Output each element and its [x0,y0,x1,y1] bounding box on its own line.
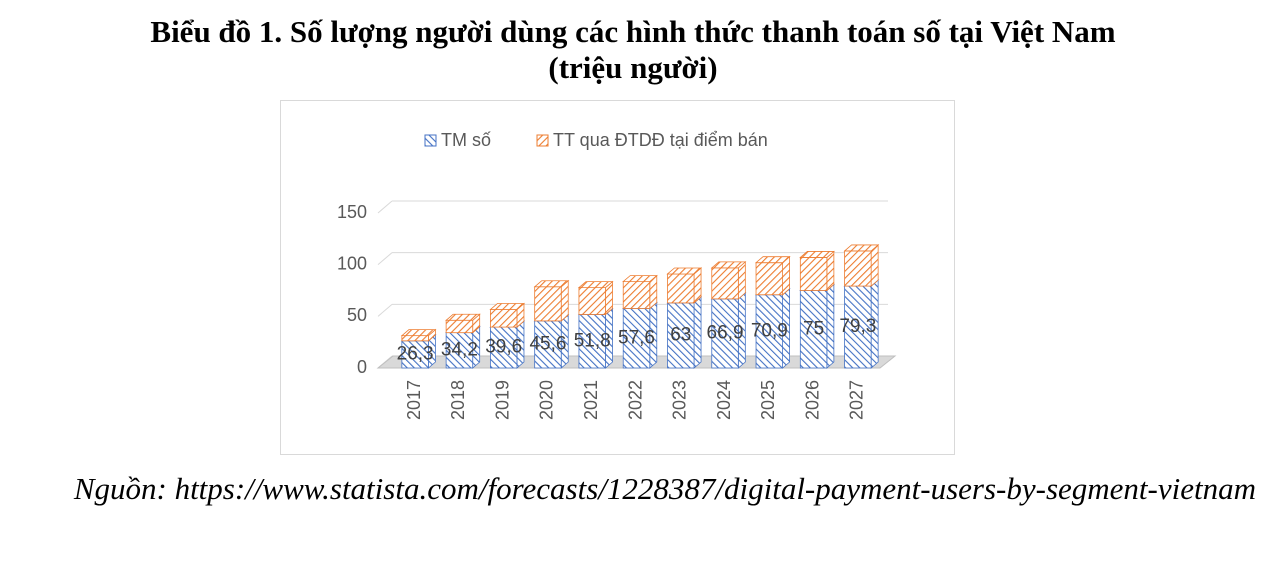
bar-top [843,244,880,252]
bar [445,319,474,334]
value-label: 57,6 [618,327,655,348]
bar [711,267,739,300]
bar-top [710,261,747,269]
bar-top [799,251,835,258]
bar [578,287,606,315]
legend-swatch [536,134,549,147]
value-label: 63 [670,324,691,345]
value-label: 66,9 [707,322,744,343]
x-tick-label: 2024 [714,380,734,420]
bar-side [826,283,835,369]
bar-top [666,267,703,275]
bar-side [560,279,569,322]
grid-line [377,252,393,266]
value-label: 39,6 [485,337,522,358]
value-label: 75 [803,318,824,339]
bar-top [577,281,614,289]
value-label: 26,3 [397,343,434,364]
bar [844,250,872,287]
bar [755,294,784,369]
grid-line [377,303,393,317]
legend-label: TT qua ĐTDĐ tại điểm bán [553,130,768,150]
bar [534,320,562,369]
x-tick-label: 2020 [537,380,557,420]
bar [711,298,739,369]
y-tick-label: 100 [337,253,367,273]
bar [622,281,651,309]
bar [799,257,828,291]
bar-top [489,303,526,310]
x-tick-label: 2018 [448,380,468,420]
x-tick-label: 2019 [492,380,512,420]
bar [667,273,695,304]
x-tick-label: 2023 [670,380,690,420]
grid-line [377,200,393,214]
value-label: 70,9 [751,320,788,341]
bar-top [400,329,437,337]
bar [534,286,562,322]
bar [622,308,651,369]
value-label: 79,3 [839,316,876,337]
value-label: 51,8 [574,330,611,351]
source-note: Nguồn: https://www.statista.com/forecast… [73,471,1256,506]
x-tick-label: 2026 [802,380,822,420]
y-tick-label: 0 [357,357,367,377]
legend: TM số TT qua ĐTDĐ tại điểm bán [424,130,768,150]
bar [401,335,429,342]
y-tick-label: 50 [347,305,367,325]
bar [489,309,518,328]
bar-side [870,244,879,287]
bar-top [622,275,658,283]
chart-title: Biểu đồ 1. Số lượng người dùng các hình … [150,14,1116,49]
value-label: 34,2 [441,339,478,360]
x-tick-label: 2027 [847,380,867,420]
chart-frame [280,100,955,455]
bar-top [754,256,791,264]
bar [578,314,606,369]
chart-subtitle: (triệu người) [548,50,718,85]
bar-side [693,296,702,369]
bar [489,326,518,369]
bar [445,332,474,369]
legend-label: TM số [441,130,491,150]
x-tick-label: 2025 [758,380,778,420]
x-tick-label: 2017 [404,380,424,420]
bar [755,262,784,296]
value-label: 45,6 [529,333,566,354]
bar [667,302,695,369]
legend-swatch [424,134,437,147]
y-tick-label: 150 [337,202,367,222]
bar-top [533,280,570,288]
x-tick-label: 2022 [625,380,645,420]
bar-side [826,250,835,292]
x-tick-label: 2021 [581,380,601,420]
bar-side [782,255,791,296]
chart: 0 50 100 150 TM số TT qua ĐTDĐ tại điểm bán 20… [280,100,955,455]
bar-top [445,313,481,321]
title-block: Biểu đồ 1. Số lượng người dùng các hình … [0,14,1266,86]
